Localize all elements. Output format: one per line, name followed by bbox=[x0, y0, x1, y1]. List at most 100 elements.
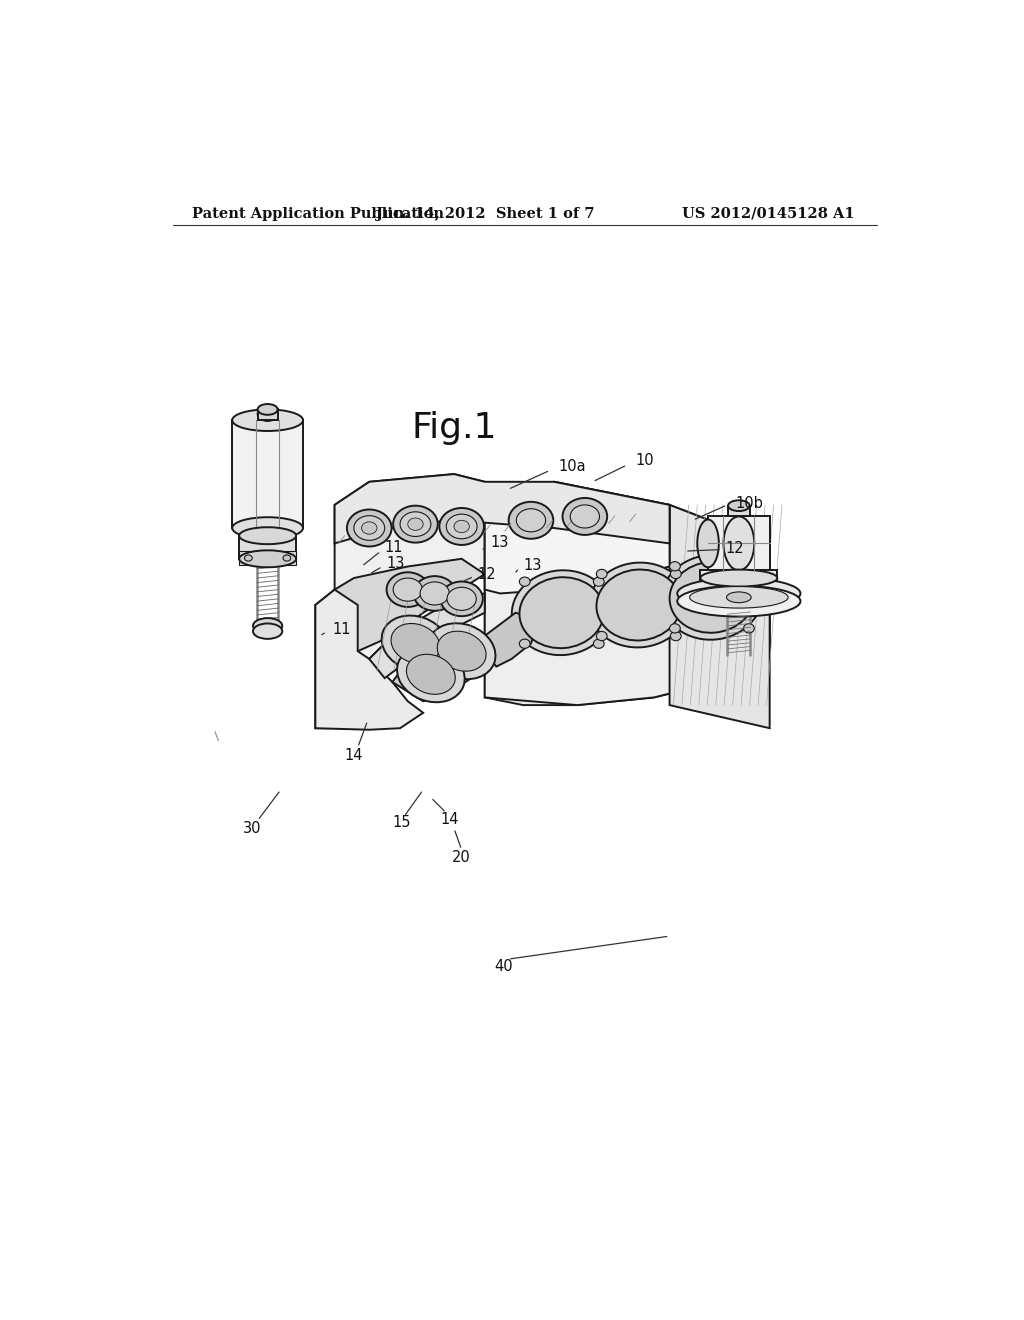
Ellipse shape bbox=[232, 409, 303, 430]
Ellipse shape bbox=[253, 623, 283, 639]
Ellipse shape bbox=[689, 586, 788, 609]
Text: 15: 15 bbox=[392, 814, 411, 830]
Ellipse shape bbox=[662, 554, 762, 640]
Text: 13: 13 bbox=[523, 558, 542, 573]
Text: 14: 14 bbox=[345, 747, 364, 763]
Ellipse shape bbox=[516, 508, 546, 532]
Ellipse shape bbox=[677, 578, 801, 609]
Bar bbox=[240, 536, 296, 558]
Ellipse shape bbox=[240, 527, 296, 544]
Ellipse shape bbox=[420, 582, 450, 605]
Ellipse shape bbox=[509, 502, 553, 539]
Ellipse shape bbox=[258, 404, 278, 414]
Ellipse shape bbox=[697, 520, 719, 568]
Text: 10: 10 bbox=[636, 453, 654, 467]
Polygon shape bbox=[484, 544, 770, 705]
Text: Jun. 14, 2012  Sheet 1 of 7: Jun. 14, 2012 Sheet 1 of 7 bbox=[376, 207, 594, 220]
Ellipse shape bbox=[677, 586, 801, 616]
Polygon shape bbox=[392, 636, 484, 701]
Polygon shape bbox=[484, 482, 670, 594]
Ellipse shape bbox=[700, 570, 777, 586]
Ellipse shape bbox=[258, 407, 278, 421]
Polygon shape bbox=[315, 490, 484, 729]
Text: 12: 12 bbox=[726, 540, 744, 556]
Ellipse shape bbox=[253, 618, 283, 634]
Polygon shape bbox=[335, 558, 484, 651]
Text: 20: 20 bbox=[453, 850, 471, 865]
Text: 10b: 10b bbox=[736, 496, 764, 511]
Polygon shape bbox=[335, 474, 670, 544]
Ellipse shape bbox=[354, 516, 385, 540]
Ellipse shape bbox=[440, 582, 483, 616]
Text: 30: 30 bbox=[243, 821, 261, 836]
Ellipse shape bbox=[671, 569, 681, 578]
Ellipse shape bbox=[670, 624, 680, 634]
Ellipse shape bbox=[596, 569, 681, 640]
Polygon shape bbox=[670, 506, 770, 729]
Ellipse shape bbox=[562, 498, 607, 535]
Ellipse shape bbox=[728, 500, 750, 511]
Bar bbox=[708, 516, 770, 570]
Ellipse shape bbox=[743, 561, 755, 570]
Ellipse shape bbox=[519, 577, 604, 648]
Ellipse shape bbox=[589, 562, 689, 647]
Ellipse shape bbox=[593, 577, 604, 586]
Ellipse shape bbox=[727, 591, 752, 603]
Text: 13: 13 bbox=[490, 535, 509, 550]
Ellipse shape bbox=[671, 631, 681, 640]
Ellipse shape bbox=[232, 517, 303, 539]
Ellipse shape bbox=[408, 517, 423, 531]
Ellipse shape bbox=[387, 573, 429, 607]
Ellipse shape bbox=[240, 550, 296, 568]
Text: |: | bbox=[213, 730, 220, 742]
Ellipse shape bbox=[670, 562, 755, 632]
Bar bbox=[240, 552, 296, 565]
Polygon shape bbox=[232, 420, 303, 528]
Ellipse shape bbox=[407, 655, 456, 694]
Ellipse shape bbox=[570, 506, 599, 528]
Text: 40: 40 bbox=[494, 960, 513, 974]
Text: 11: 11 bbox=[385, 540, 403, 554]
Ellipse shape bbox=[400, 512, 431, 536]
Text: 11: 11 bbox=[333, 622, 351, 638]
Polygon shape bbox=[335, 474, 484, 544]
Polygon shape bbox=[370, 594, 484, 678]
Polygon shape bbox=[315, 590, 423, 730]
Bar bbox=[258, 409, 278, 420]
Ellipse shape bbox=[397, 647, 465, 702]
Ellipse shape bbox=[283, 554, 291, 561]
Ellipse shape bbox=[447, 587, 476, 610]
Text: Fig.1: Fig.1 bbox=[412, 411, 497, 445]
Ellipse shape bbox=[393, 506, 438, 543]
Ellipse shape bbox=[743, 624, 755, 634]
Polygon shape bbox=[484, 612, 539, 667]
Ellipse shape bbox=[393, 578, 422, 601]
Bar bbox=[700, 570, 777, 586]
Ellipse shape bbox=[391, 623, 440, 664]
Bar bbox=[728, 506, 750, 516]
Text: 10a: 10a bbox=[559, 459, 587, 474]
Ellipse shape bbox=[519, 639, 530, 648]
Ellipse shape bbox=[512, 570, 611, 655]
Ellipse shape bbox=[519, 577, 530, 586]
Ellipse shape bbox=[361, 521, 377, 535]
Ellipse shape bbox=[428, 623, 496, 680]
Text: Patent Application Publication: Patent Application Publication bbox=[193, 207, 444, 220]
Ellipse shape bbox=[454, 520, 469, 532]
Ellipse shape bbox=[593, 639, 604, 648]
Text: 12: 12 bbox=[477, 566, 496, 582]
Ellipse shape bbox=[596, 631, 607, 640]
Ellipse shape bbox=[446, 513, 477, 539]
Ellipse shape bbox=[670, 561, 680, 570]
Ellipse shape bbox=[437, 631, 486, 671]
Ellipse shape bbox=[245, 554, 252, 561]
Ellipse shape bbox=[414, 576, 456, 611]
Ellipse shape bbox=[382, 615, 450, 672]
Text: 14: 14 bbox=[441, 812, 460, 826]
Ellipse shape bbox=[347, 510, 391, 546]
Text: 13: 13 bbox=[386, 556, 404, 572]
Text: US 2012/0145128 A1: US 2012/0145128 A1 bbox=[682, 207, 854, 220]
Polygon shape bbox=[484, 482, 770, 705]
Ellipse shape bbox=[596, 569, 607, 578]
Ellipse shape bbox=[439, 508, 484, 545]
